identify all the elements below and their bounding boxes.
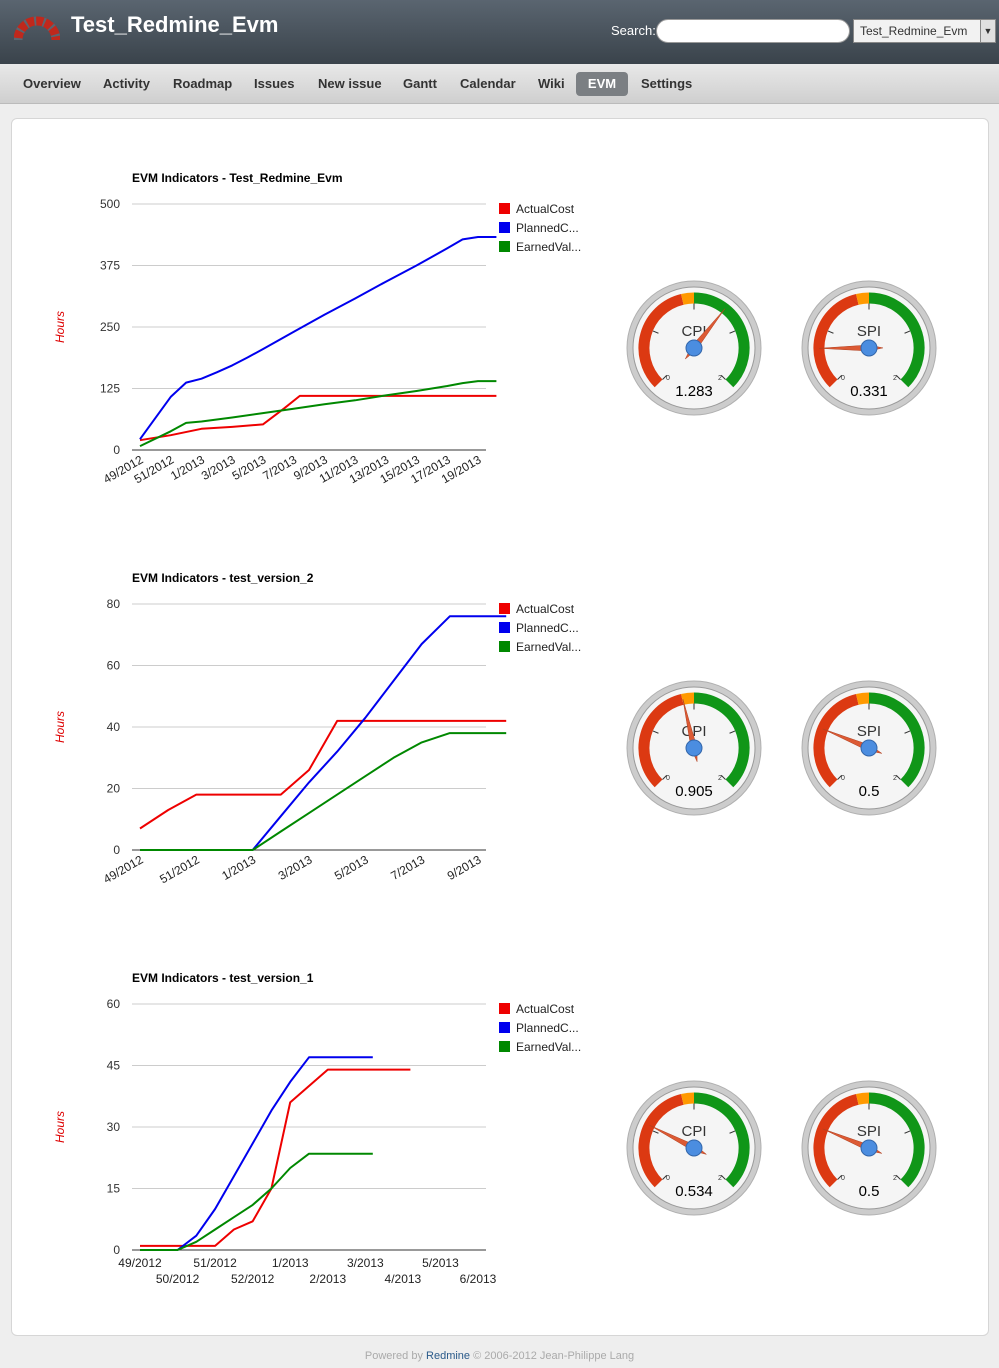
- tab-evm[interactable]: EVM: [576, 72, 628, 96]
- tab-wiki[interactable]: Wiki: [538, 76, 565, 91]
- tab-roadmap[interactable]: Roadmap: [173, 76, 233, 91]
- footer-redmine-link[interactable]: Redmine: [426, 1350, 471, 1362]
- tab-calendar[interactable]: Calendar: [460, 76, 516, 91]
- search-label: Search:: [611, 23, 656, 38]
- tab-settings[interactable]: Settings: [641, 76, 693, 91]
- tab-overview[interactable]: Overview: [23, 76, 81, 91]
- footer: Powered by Redmine © 2006-2012 Jean-Phil…: [0, 1350, 999, 1362]
- tab-gantt[interactable]: Gantt: [403, 76, 437, 91]
- tab-new-issue[interactable]: New issue: [318, 76, 382, 91]
- project-jump-select[interactable]: Test_Redmine_Evm ▼: [853, 19, 996, 43]
- footer-copyright: © 2006-2012 Jean-Philippe Lang: [473, 1350, 635, 1362]
- tab-issues[interactable]: Issues: [254, 76, 295, 91]
- project-jump-value: Test_Redmine_Evm: [860, 24, 968, 38]
- search-input[interactable]: [656, 19, 850, 43]
- footer-powered-by: Powered by: [364, 1350, 423, 1362]
- redmine-logo-icon[interactable]: [14, 10, 60, 42]
- dropdown-arrow-icon: ▼: [980, 20, 995, 42]
- main-menu: Overview Activity Roadmap Issues New iss…: [0, 64, 999, 104]
- project-title[interactable]: Test_Redmine_Evm: [71, 12, 279, 37]
- tab-activity[interactable]: Activity: [103, 76, 150, 91]
- top-header: Test_Redmine_Evm Search: Test_Redmine_Ev…: [0, 0, 999, 64]
- content-panel: [11, 118, 989, 1336]
